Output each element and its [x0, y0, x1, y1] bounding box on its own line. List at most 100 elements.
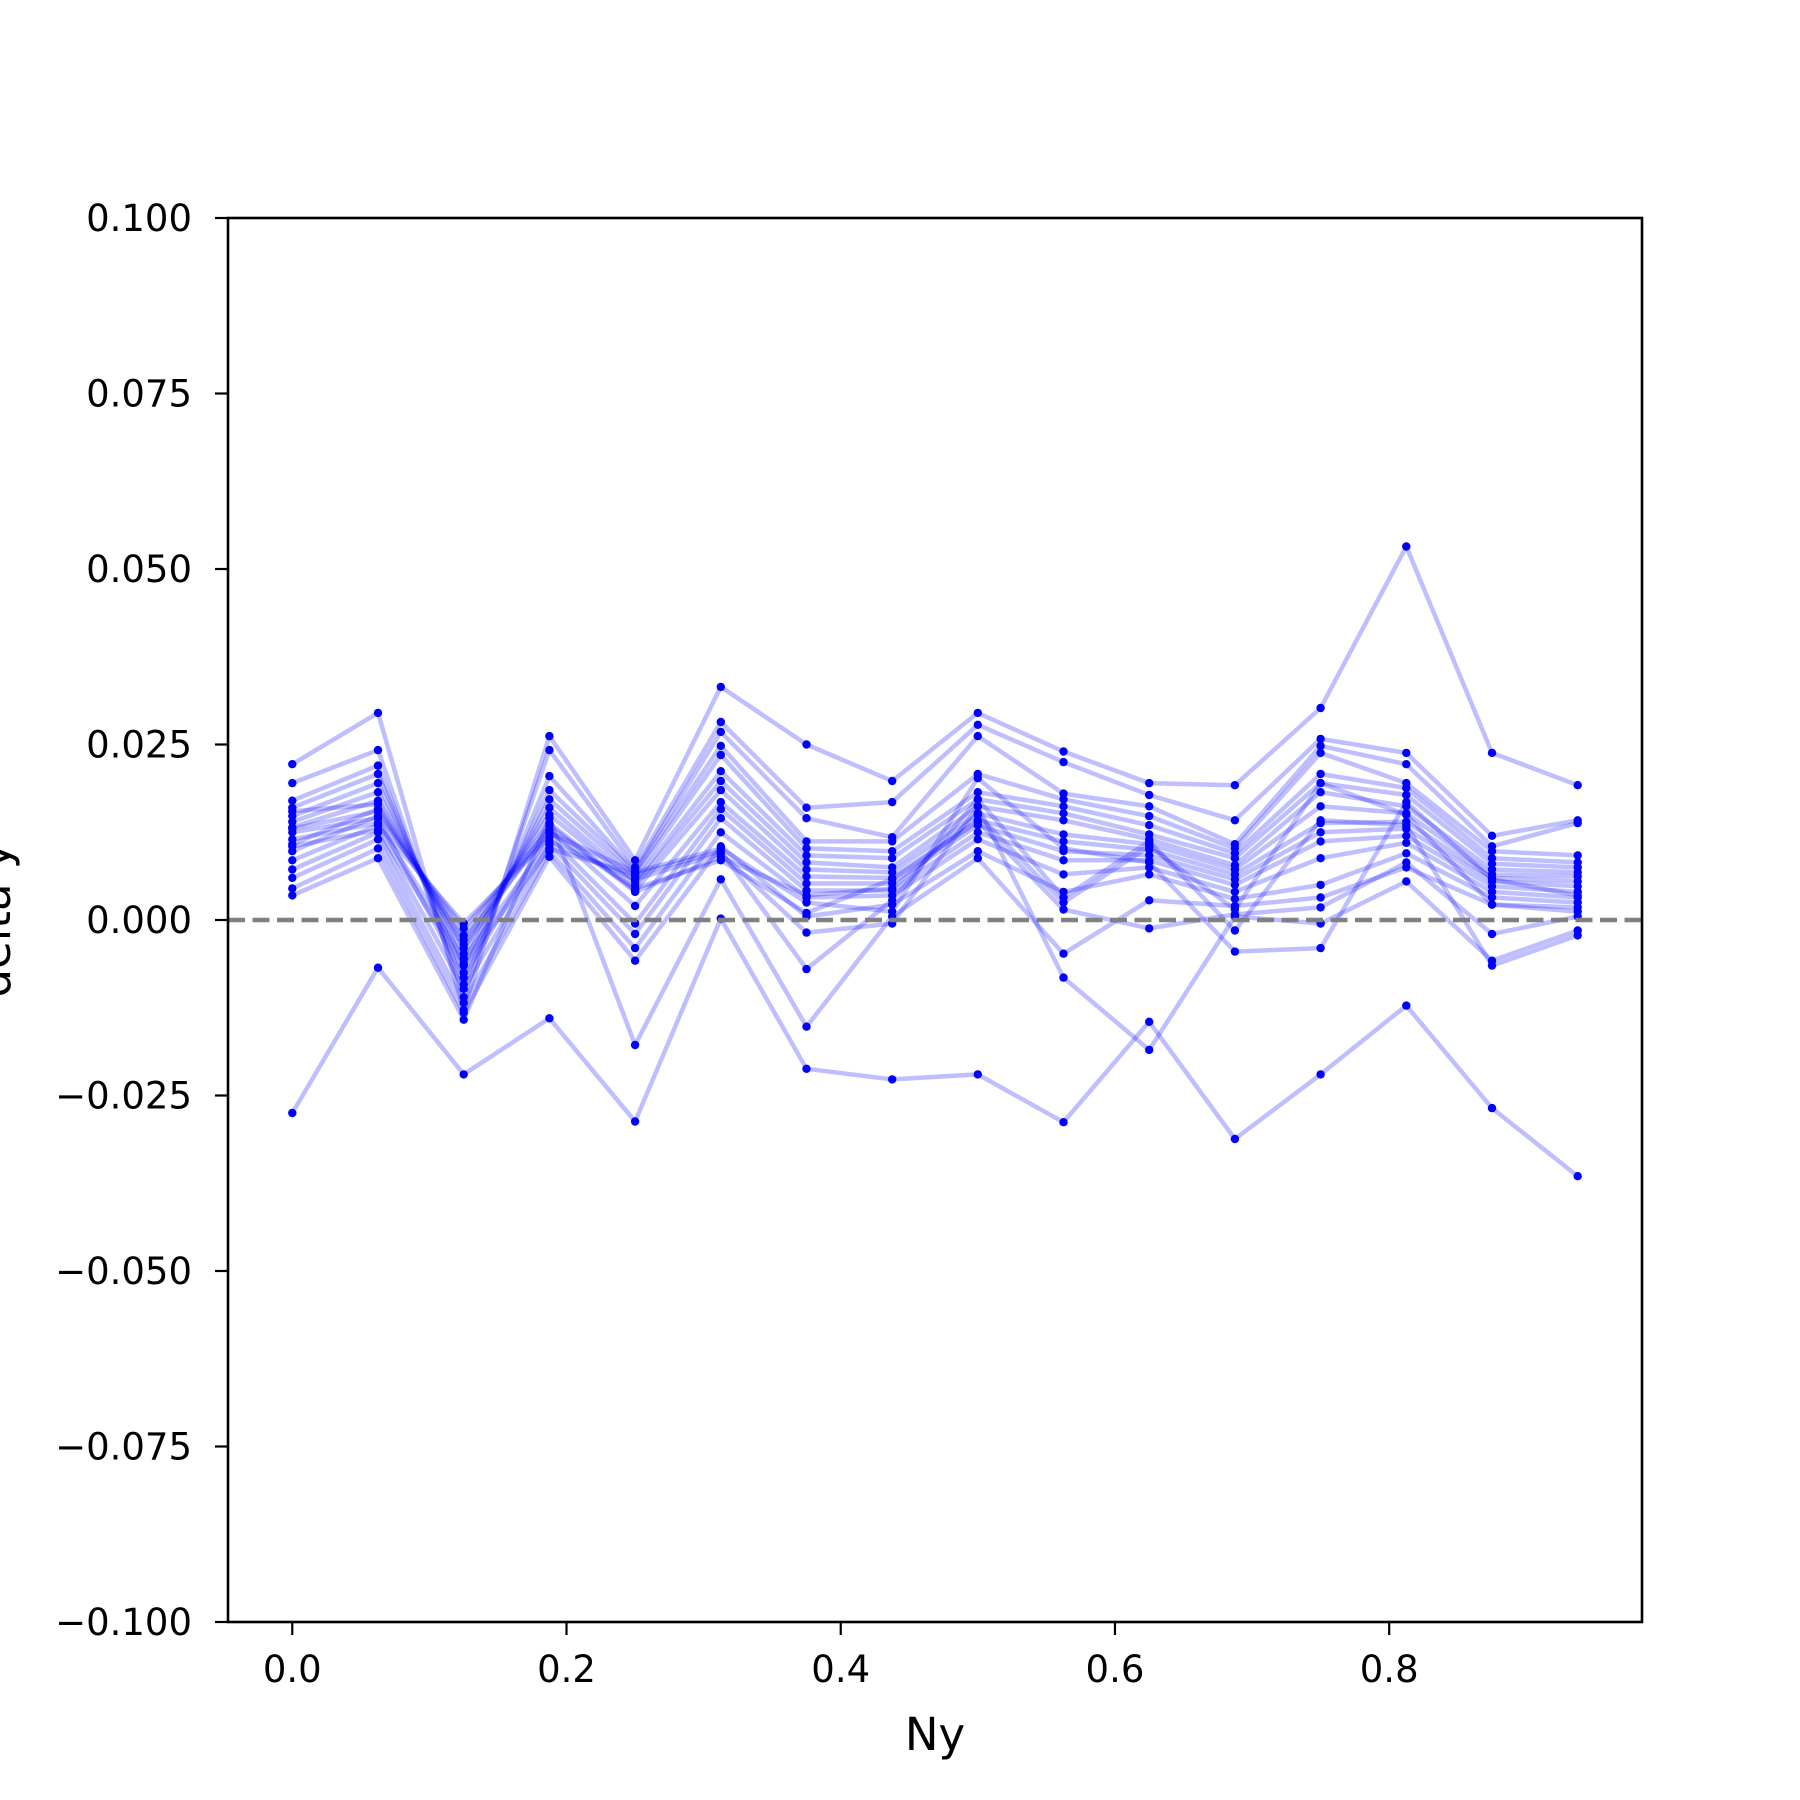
data-point-s1-5 — [630, 1117, 640, 1126]
data-point-s10-5 — [630, 901, 640, 911]
data-point-s3-14 — [1402, 748, 1411, 758]
data-point-s12-12 — [1230, 880, 1240, 890]
data-point-s2-9 — [973, 708, 982, 718]
data-point-s1-9 — [973, 1070, 982, 1079]
data-point-s8-10 — [1059, 816, 1068, 825]
data-point-s2-16 — [1573, 781, 1582, 790]
data-point-s18-1 — [288, 835, 297, 844]
data-point-s16-3 — [459, 943, 468, 953]
data-point-s1-11 — [1145, 1017, 1154, 1026]
data-point-s2-7 — [802, 740, 811, 749]
data-point-s2-8 — [888, 776, 897, 786]
data-point-s13-2 — [373, 835, 383, 844]
data-point-s17-3 — [459, 973, 468, 982]
data-point-s1-12 — [1230, 1134, 1240, 1144]
data-point-s19-8 — [888, 896, 897, 905]
data-point-s7-10 — [1059, 809, 1068, 818]
data-point-s9-6 — [716, 785, 725, 795]
data-point-s10-10 — [1059, 837, 1068, 846]
data-point-s7-6 — [716, 767, 725, 776]
data-point-s20-11 — [1145, 858, 1154, 867]
data-point-s13-1 — [288, 873, 297, 883]
data-point-s14-11 — [1145, 870, 1154, 879]
series-line-20 — [291, 775, 1579, 954]
data-point-s13-12 — [1230, 887, 1240, 897]
data-point-s9-13 — [1316, 802, 1325, 811]
data-point-s14-1 — [288, 884, 297, 893]
data-point-s2-4 — [545, 731, 554, 741]
data-point-s5-15 — [1487, 847, 1497, 856]
data-point-s3-10 — [1059, 757, 1068, 767]
data-point-s6-14 — [1402, 783, 1411, 793]
data-point-s19-12 — [1230, 926, 1240, 935]
data-point-s12-9 — [973, 828, 982, 837]
data-point-s1-8 — [888, 1075, 897, 1084]
data-point-s19-13 — [1316, 816, 1325, 825]
data-point-s19-4 — [545, 844, 554, 853]
data-point-s19-2 — [373, 825, 383, 835]
data-point-s1-3 — [459, 1070, 468, 1079]
series-line-4 — [291, 729, 1579, 987]
data-point-s14-3 — [459, 1008, 468, 1017]
x-tick-label: 0.2 — [537, 1648, 596, 1691]
data-point-s8-13 — [1316, 788, 1325, 797]
data-point-s16-2 — [373, 800, 383, 809]
data-point-s19-9 — [973, 795, 982, 804]
series-line-18 — [291, 804, 1579, 1053]
data-point-s7-4 — [545, 803, 554, 812]
data-point-s7-8 — [888, 854, 897, 863]
data-point-s15-9 — [973, 854, 982, 863]
data-point-s6-8 — [888, 847, 897, 856]
data-point-s20-12 — [1230, 947, 1240, 956]
data-point-s2-13 — [1316, 703, 1325, 713]
data-point-s4-9 — [973, 731, 982, 741]
data-point-s14-13 — [1316, 880, 1325, 890]
data-point-s13-14 — [1402, 838, 1411, 847]
data-point-s4-4 — [545, 771, 554, 781]
data-point-s12-13 — [1316, 837, 1325, 846]
data-point-s20-3 — [459, 935, 468, 944]
data-point-s4-14 — [1402, 760, 1411, 769]
data-point-s8-6 — [716, 776, 725, 786]
data-point-s17-13 — [1316, 903, 1325, 912]
data-point-s18-11 — [1145, 1045, 1154, 1055]
y-tick-label: −0.100 — [55, 1601, 192, 1644]
data-point-s3-7 — [802, 803, 811, 812]
data-point-s18-4 — [545, 837, 554, 846]
data-point-s10-6 — [716, 797, 725, 807]
data-point-s16-7 — [802, 891, 811, 900]
data-point-s1-13 — [1316, 1070, 1325, 1079]
data-point-s4-11 — [1145, 802, 1154, 811]
data-point-s13-10 — [1059, 870, 1068, 879]
series-line-19 — [291, 797, 1579, 972]
data-point-s15-3 — [459, 1015, 468, 1024]
x-axis-ticks: 0.0 0.2 0.4 0.6 0.8 — [263, 1622, 1419, 1691]
data-point-s17-9 — [973, 817, 982, 826]
data-point-s20-4 — [545, 828, 554, 837]
x-tick-label: 0.0 — [263, 1648, 322, 1691]
series-line-16 — [292, 780, 1578, 951]
data-point-s5-7 — [802, 837, 811, 846]
data-point-s6-11 — [1145, 821, 1154, 830]
series-line-8 — [291, 778, 1578, 947]
data-point-s14-12 — [1230, 894, 1240, 904]
points-layer — [288, 542, 1582, 1181]
data-point-s18-14 — [1402, 877, 1411, 886]
data-point-s15-2 — [373, 854, 383, 863]
data-point-s6-10 — [1059, 802, 1068, 811]
data-point-s3-9 — [973, 720, 982, 729]
data-point-s20-9 — [973, 774, 982, 783]
data-point-s20-10 — [1059, 844, 1068, 853]
data-point-s14-2 — [373, 844, 383, 853]
data-point-s1-1 — [288, 1108, 297, 1118]
data-point-s17-14 — [1402, 858, 1411, 867]
series-layer — [290, 544, 1580, 1178]
data-point-s18-7 — [802, 928, 811, 937]
data-point-s12-6 — [716, 814, 725, 823]
data-point-s19-1 — [288, 842, 297, 851]
data-point-s7-12 — [1230, 854, 1240, 863]
data-point-s12-1 — [288, 865, 297, 874]
data-point-s1-15 — [1487, 1103, 1497, 1113]
data-point-s7-2 — [373, 788, 383, 797]
data-point-s2-10 — [1059, 747, 1068, 756]
